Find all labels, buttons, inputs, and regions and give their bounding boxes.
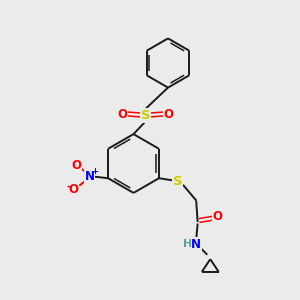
Text: H: H bbox=[183, 239, 193, 249]
Text: O: O bbox=[163, 107, 173, 121]
Text: N: N bbox=[191, 238, 201, 251]
Text: -: - bbox=[67, 181, 71, 191]
Text: N: N bbox=[84, 169, 94, 183]
Text: O: O bbox=[213, 210, 223, 223]
Text: O: O bbox=[118, 107, 128, 121]
Text: O: O bbox=[69, 183, 79, 196]
Text: S: S bbox=[173, 175, 182, 188]
Text: O: O bbox=[72, 159, 82, 172]
Text: +: + bbox=[91, 167, 98, 176]
Text: S: S bbox=[141, 109, 150, 122]
